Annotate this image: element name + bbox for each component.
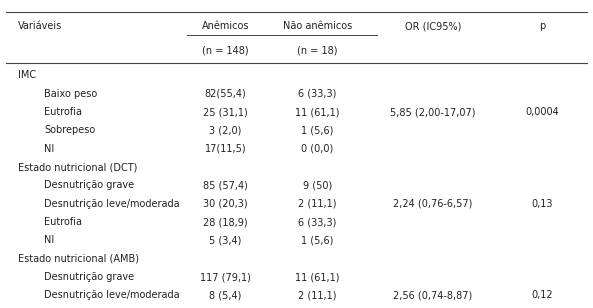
Text: 28 (18,9): 28 (18,9)	[203, 217, 248, 227]
Text: 11 (61,1): 11 (61,1)	[295, 107, 340, 117]
Text: (n = 148): (n = 148)	[202, 46, 248, 56]
Text: Anêmicos: Anêmicos	[202, 21, 249, 31]
Text: 3 (2,0): 3 (2,0)	[209, 125, 241, 136]
Text: 2,24 (0,76-6,57): 2,24 (0,76-6,57)	[393, 199, 473, 209]
Text: Estado nutricional (AMB): Estado nutricional (AMB)	[18, 254, 139, 264]
Text: 0,12: 0,12	[532, 290, 553, 300]
Text: 25 (31,1): 25 (31,1)	[203, 107, 248, 117]
Text: Desnutrição grave: Desnutrição grave	[44, 272, 135, 282]
Text: p: p	[540, 21, 546, 31]
Text: 8 (5,4): 8 (5,4)	[209, 290, 241, 300]
Text: 0,13: 0,13	[532, 199, 553, 209]
Text: Eutrofia: Eutrofia	[44, 217, 82, 227]
Text: 6 (33,3): 6 (33,3)	[298, 217, 336, 227]
Text: 9 (50): 9 (50)	[302, 180, 332, 190]
Text: NI: NI	[44, 144, 55, 154]
Text: 1 (5,6): 1 (5,6)	[301, 235, 333, 245]
Text: Desnutrição grave: Desnutrição grave	[44, 180, 135, 190]
Text: 30 (20,3): 30 (20,3)	[203, 199, 248, 209]
Text: 2 (11,1): 2 (11,1)	[298, 290, 336, 300]
Text: 6 (33,3): 6 (33,3)	[298, 89, 336, 99]
Text: 5 (3,4): 5 (3,4)	[209, 235, 241, 245]
Text: 85 (57,4): 85 (57,4)	[203, 180, 248, 190]
Text: 82(55,4): 82(55,4)	[205, 89, 246, 99]
Text: Sobrepeso: Sobrepeso	[44, 125, 95, 136]
Text: 2,56 (0,74-8,87): 2,56 (0,74-8,87)	[393, 290, 473, 300]
Text: 0 (0,0): 0 (0,0)	[301, 144, 333, 154]
Text: 1 (5,6): 1 (5,6)	[301, 125, 333, 136]
Text: 11 (61,1): 11 (61,1)	[295, 272, 340, 282]
Text: IMC: IMC	[18, 71, 36, 80]
Text: Variáveis: Variáveis	[18, 21, 62, 31]
Text: 117 (79,1): 117 (79,1)	[200, 272, 251, 282]
Text: OR (IC95%): OR (IC95%)	[404, 21, 461, 31]
Text: Eutrofia: Eutrofia	[44, 107, 82, 117]
Text: NI: NI	[44, 235, 55, 245]
Text: Baixo peso: Baixo peso	[44, 89, 98, 99]
Text: Estado nutricional (DCT): Estado nutricional (DCT)	[18, 162, 137, 172]
Text: 2 (11,1): 2 (11,1)	[298, 199, 336, 209]
Text: 17(11,5): 17(11,5)	[205, 144, 246, 154]
Text: Desnutrição leve/moderada: Desnutrição leve/moderada	[44, 290, 180, 300]
Text: 0,0004: 0,0004	[526, 107, 559, 117]
Text: 5,85 (2,00-17,07): 5,85 (2,00-17,07)	[390, 107, 476, 117]
Text: (n = 18): (n = 18)	[297, 46, 337, 56]
Text: Não anêmicos: Não anêmicos	[283, 21, 352, 31]
Text: Desnutrição leve/moderada: Desnutrição leve/moderada	[44, 199, 180, 209]
